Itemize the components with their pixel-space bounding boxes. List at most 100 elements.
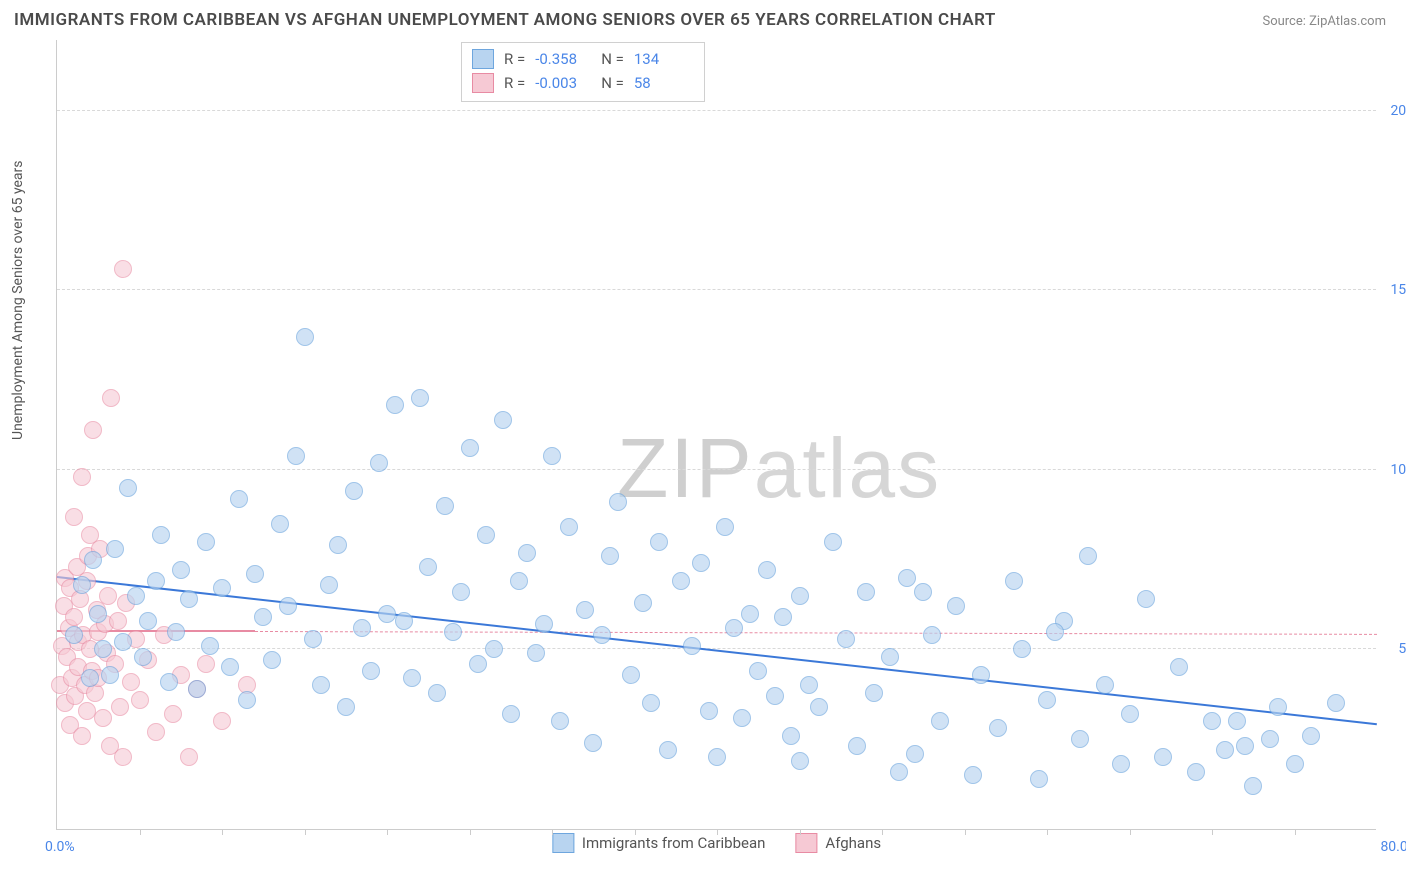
data-point (733, 709, 751, 727)
gridline (57, 469, 1376, 470)
data-point (73, 727, 91, 745)
data-point (78, 702, 96, 720)
data-point (824, 533, 842, 551)
data-point (782, 727, 800, 745)
data-point (152, 526, 170, 544)
data-point (650, 533, 668, 551)
legend-swatch-1 (552, 833, 574, 853)
data-point (543, 447, 561, 465)
y-tick-label: 20.0% (1390, 103, 1406, 119)
data-point (865, 684, 883, 702)
data-point (810, 698, 828, 716)
data-point (436, 497, 454, 515)
data-point (716, 518, 734, 536)
data-point (857, 583, 875, 601)
data-point (114, 260, 132, 278)
data-point (197, 533, 215, 551)
data-point (989, 719, 1007, 737)
x-tick (882, 829, 883, 835)
x-tick (635, 829, 636, 835)
data-point (337, 698, 355, 716)
x-tick (800, 829, 801, 835)
data-point (890, 763, 908, 781)
data-point (469, 655, 487, 673)
x-tick (140, 829, 141, 835)
x-axis-min-label: 0.0% (45, 839, 75, 855)
r-label-1: R = (504, 50, 525, 68)
data-point (749, 662, 767, 680)
data-point (134, 648, 152, 666)
data-point (167, 623, 185, 641)
legend-label-2: Afghans (825, 834, 881, 852)
x-tick (1212, 829, 1213, 835)
data-point (1286, 755, 1304, 773)
x-tick (552, 829, 553, 835)
source-label: Source: ZipAtlas.com (1262, 14, 1386, 29)
data-point (201, 637, 219, 655)
data-point (73, 576, 91, 594)
data-point (634, 594, 652, 612)
data-point (622, 666, 640, 684)
swatch-series2 (472, 73, 494, 93)
data-point (320, 576, 338, 594)
data-point (452, 583, 470, 601)
data-point (700, 702, 718, 720)
data-point (370, 454, 388, 472)
data-point (1096, 676, 1114, 694)
data-point (238, 691, 256, 709)
data-point (1327, 694, 1345, 712)
data-point (428, 684, 446, 702)
r-value-1: -0.358 (535, 50, 591, 68)
data-point (560, 518, 578, 536)
data-point (99, 587, 117, 605)
x-tick (387, 829, 388, 835)
data-point (139, 612, 157, 630)
r-label-2: R = (504, 74, 525, 92)
data-point (964, 766, 982, 784)
y-tick-label: 5.0% (1398, 641, 1406, 657)
data-point (1013, 640, 1031, 658)
data-point (131, 691, 149, 709)
data-point (1228, 712, 1246, 730)
data-point (101, 666, 119, 684)
data-point (535, 615, 553, 633)
n-value-2: 58 (634, 74, 690, 92)
data-point (848, 737, 866, 755)
data-point (230, 490, 248, 508)
trend-line (255, 631, 1377, 635)
data-point (89, 605, 107, 623)
data-point (1112, 755, 1130, 773)
data-point (1071, 730, 1089, 748)
data-point (837, 630, 855, 648)
data-point (296, 328, 314, 346)
data-point (114, 748, 132, 766)
data-point (213, 712, 231, 730)
data-point (1121, 705, 1139, 723)
data-point (1216, 741, 1234, 759)
n-value-1: 134 (634, 50, 690, 68)
data-point (494, 411, 512, 429)
data-point (114, 633, 132, 651)
chart-title: IMMIGRANTS FROM CARIBBEAN VS AFGHAN UNEM… (14, 10, 996, 30)
data-point (800, 676, 818, 694)
data-point (906, 745, 924, 763)
data-point (160, 673, 178, 691)
data-point (65, 608, 83, 626)
data-point (774, 608, 792, 626)
data-point (791, 752, 809, 770)
data-point (485, 640, 503, 658)
stats-row-1: R = -0.358 N = 134 (472, 47, 690, 71)
data-point (111, 698, 129, 716)
legend-swatch-2 (795, 833, 817, 853)
data-point (1137, 590, 1155, 608)
data-point (1154, 748, 1172, 766)
data-point (609, 493, 627, 511)
data-point (197, 655, 215, 673)
x-axis-max-label: 80.0% (1380, 839, 1406, 855)
data-point (881, 648, 899, 666)
data-point (601, 547, 619, 565)
y-axis-label: Unemployment Among Seniors over 65 years (10, 161, 26, 441)
x-tick (1130, 829, 1131, 835)
data-point (164, 705, 182, 723)
data-point (84, 421, 102, 439)
